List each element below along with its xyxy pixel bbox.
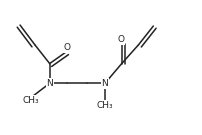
Text: N: N bbox=[102, 79, 108, 88]
Text: O: O bbox=[117, 35, 124, 44]
Text: O: O bbox=[64, 43, 71, 52]
Text: CH₃: CH₃ bbox=[23, 96, 40, 105]
Text: N: N bbox=[46, 79, 53, 88]
Text: CH₃: CH₃ bbox=[97, 101, 113, 110]
